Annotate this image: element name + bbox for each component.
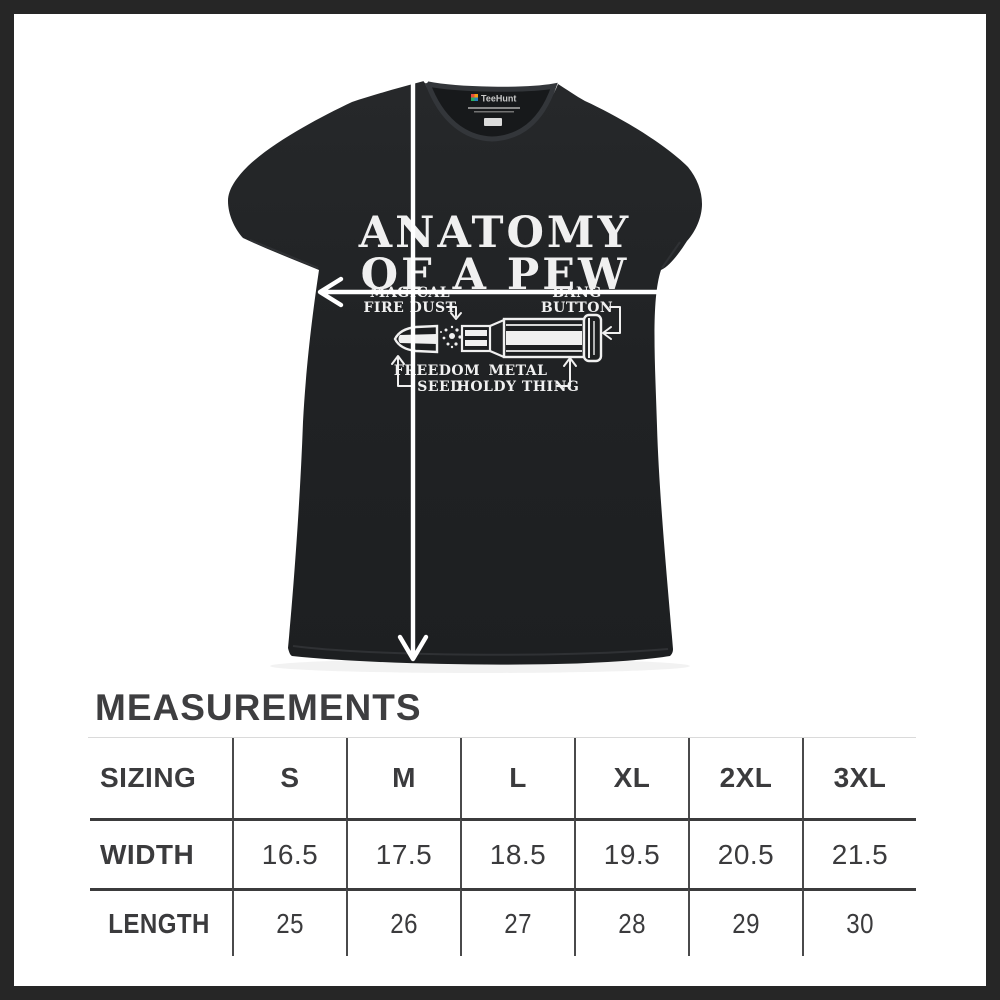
table-header-l: L (460, 738, 574, 818)
table-cell-length-3xl: 30 (802, 888, 916, 956)
table-cell-width-m: 17.5 (346, 818, 460, 888)
table-cell-width-xl: 19.5 (574, 818, 688, 888)
table-header-m: M (346, 738, 460, 818)
bullet-diagram (393, 313, 603, 363)
table-cell-length-m: 26 (346, 888, 460, 956)
table-cell-width-s: 16.5 (232, 818, 346, 888)
bang-connector-arrow (602, 306, 621, 340)
casing-neck-band (465, 340, 487, 346)
length-value: 27 (504, 907, 532, 939)
label-metal-line1: METAL (488, 363, 547, 379)
product-photo-area: TeeHunt ANATOMY OF A PEW MAGICAL FIRE DU… (228, 56, 702, 673)
brand-logo-icon (474, 97, 478, 101)
hem-seam (292, 645, 669, 656)
row-label-length-text: LENGTH (108, 907, 210, 939)
table-header-2xl: 2XL (688, 738, 802, 818)
table-cell-length-s: 25 (232, 888, 346, 956)
size-table: SIZING S M L XL 2XL 3XL WIDTH 16.5 17.5 … (90, 738, 916, 956)
brand-logo-icon (474, 94, 478, 98)
fire-dust-sparkle (440, 325, 464, 349)
length-measurement-arrow (397, 56, 429, 662)
length-value: 26 (390, 907, 418, 939)
casing-body-band (506, 331, 582, 345)
brand-name: TeeHunt (481, 94, 516, 104)
casing-body-lines (506, 324, 582, 352)
table-header-xl: XL (574, 738, 688, 818)
tshirt-photo: TeeHunt ANATOMY OF A PEW MAGICAL FIRE DU… (228, 56, 702, 673)
length-value: 28 (618, 907, 646, 939)
casing-neck-band (465, 330, 487, 336)
table-header-sizing: SIZING (100, 762, 197, 793)
width-measurement-arrow (317, 276, 687, 308)
magical-connector-arrow (446, 306, 462, 320)
left-sleeve-seam (249, 239, 319, 269)
length-value: 29 (732, 907, 760, 939)
print-title-line1: ANATOMY (358, 208, 631, 258)
label-freedom-line1: FREEDOM (394, 363, 480, 379)
label-magical-line2: FIRE DUST (363, 300, 456, 316)
row-label-length: LENGTH (90, 888, 232, 956)
brand-logo-icon (471, 97, 475, 101)
table-header-s: S (232, 738, 346, 818)
length-value: 30 (846, 907, 874, 939)
bullet-tip-band (398, 334, 437, 344)
length-value: 25 (276, 907, 304, 939)
tshirt-silhouette (228, 81, 702, 665)
row-label-width: WIDTH (90, 818, 232, 888)
label-freedom-line2: SEED (417, 379, 463, 395)
label-fine-print-line (474, 111, 514, 113)
casing-rim (582, 313, 603, 363)
table-top-rule (88, 737, 916, 738)
label-bang-line2: BUTTON (541, 300, 613, 316)
label-metal-line2: HOLDY THING (457, 379, 580, 395)
table-header-3xl: 3XL (802, 738, 916, 818)
table-cell-width-2xl: 20.5 (688, 818, 802, 888)
table-cell-length-xl: 28 (574, 888, 688, 956)
casing-neck (460, 324, 492, 353)
brand-logo-icon (471, 94, 475, 98)
table-cell-width-l: 18.5 (460, 818, 574, 888)
freedom-connector-arrow (391, 355, 413, 387)
label-fine-print-line (468, 107, 520, 109)
casing-shoulder (489, 318, 505, 359)
table-cell-length-l: 27 (460, 888, 574, 956)
measurements-heading: MEASUREMENTS (95, 687, 422, 728)
table-cell-width-3xl: 21.5 (802, 818, 916, 888)
label-size-badge (484, 118, 502, 126)
table-cell-length-2xl: 29 (688, 888, 802, 956)
neck-brand-label: TeeHunt (468, 94, 520, 126)
right-sleeve-seam (661, 241, 681, 269)
